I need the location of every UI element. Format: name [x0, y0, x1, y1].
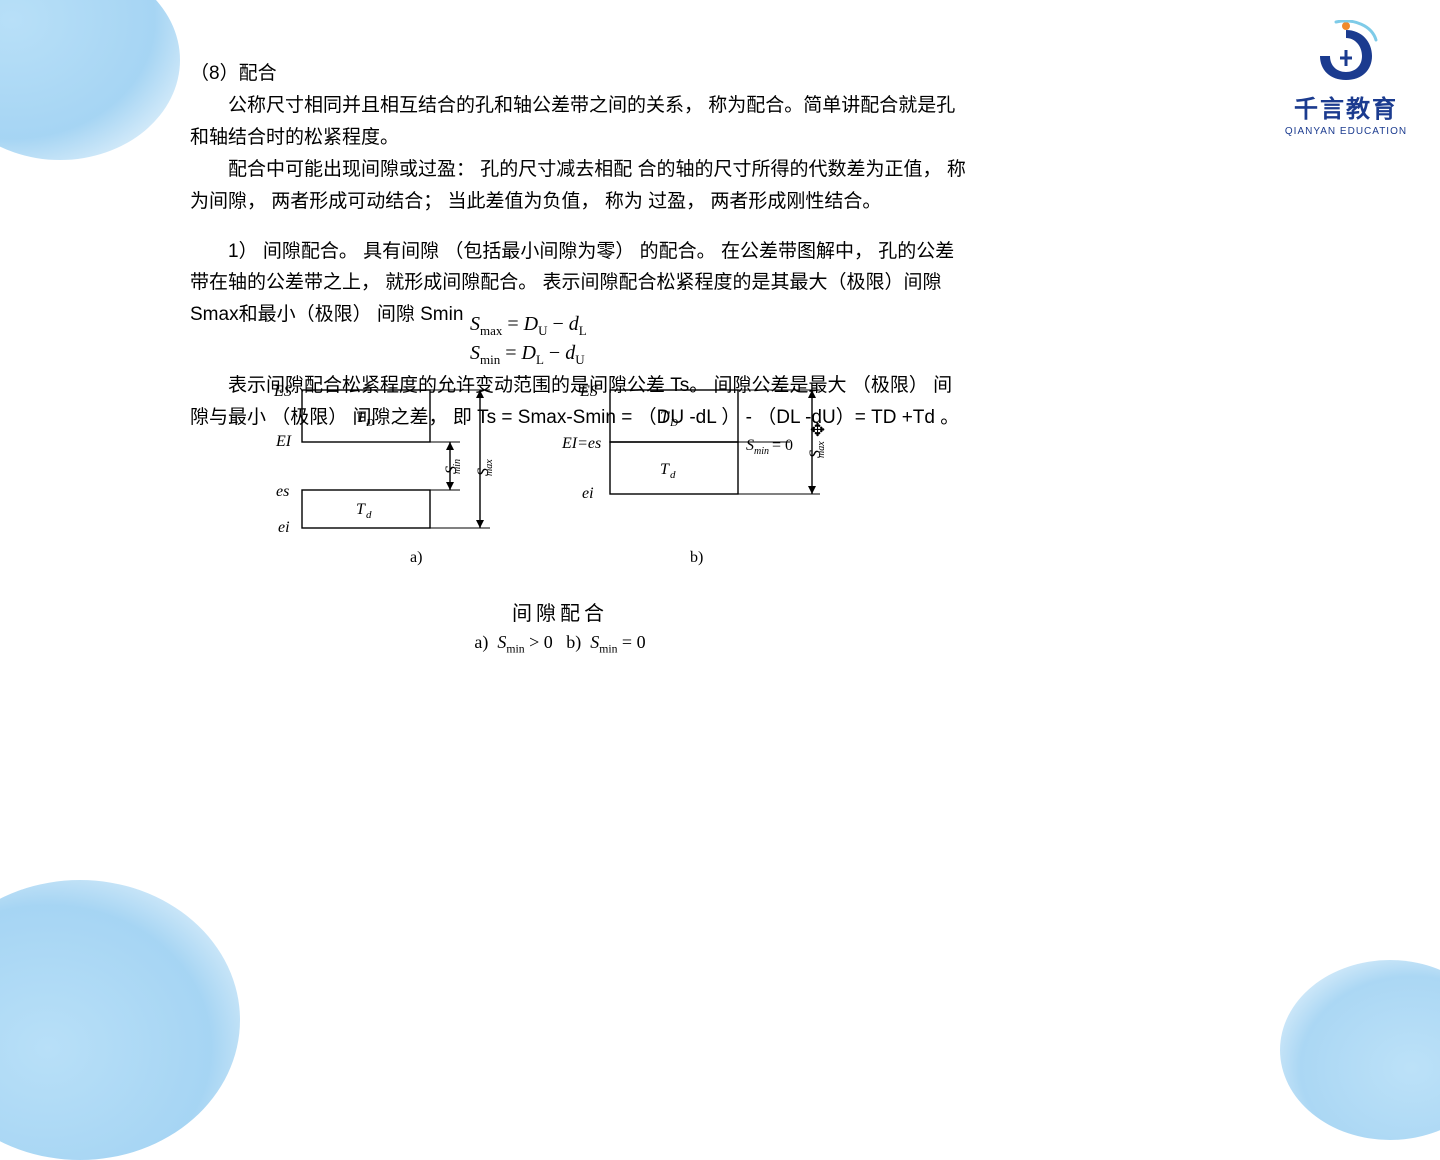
paragraph-1: 公称尺寸相同并且相互结合的孔和轴公差带之间的关系， 称为配合。简单讲配合就是孔和…: [190, 90, 970, 154]
logo-mark-icon: [1306, 20, 1386, 82]
svg-text:min: min: [754, 446, 769, 457]
heading-item-8: （8）配合: [190, 58, 970, 90]
svg-text:T: T: [660, 461, 670, 478]
svg-text:D: D: [365, 417, 374, 429]
clearance-fit-diagram: TD Td ES EI es ei S min S max: [260, 380, 860, 656]
svg-text:max: max: [484, 459, 495, 476]
svg-text:ei: ei: [278, 519, 290, 536]
svg-text:T: T: [356, 501, 366, 518]
svg-text:ES: ES: [579, 383, 598, 400]
svg-text:EI=es: EI=es: [561, 435, 601, 452]
svg-text:D: D: [669, 417, 678, 429]
brand-logo: 千言教育 QIANYAN EDUCATION: [1272, 20, 1420, 137]
move-cursor-icon: ✥: [810, 420, 825, 441]
logo-subtitle: QIANYAN EDUCATION: [1272, 126, 1420, 137]
svg-text:max: max: [816, 441, 827, 458]
formula-smax: Smax = DU − dL: [470, 311, 970, 340]
diagram-caption: 间隙配合: [260, 597, 860, 626]
paragraph-2: 配合中可能出现间隙或过盈： 孔的尺寸减去相配 合的轴的尺寸所得的代数差为正值， …: [190, 154, 970, 218]
diagram-svg: TD Td ES EI es ei S min S max: [260, 380, 860, 580]
svg-text:es: es: [276, 483, 289, 500]
svg-text:= 0: = 0: [772, 437, 793, 454]
diagram-subcaption: a) Smin > 0 b) Smin = 0: [260, 632, 860, 656]
formula-smin: Smin = DL − dU: [470, 340, 970, 369]
svg-text:b): b): [690, 549, 703, 566]
svg-text:ES: ES: [273, 383, 292, 400]
logo-name: 千言教育: [1272, 89, 1420, 124]
bg-blob-bottom-left: [0, 880, 240, 1160]
svg-text:T: T: [660, 409, 670, 426]
svg-text:a): a): [410, 549, 422, 566]
svg-text:S: S: [746, 437, 754, 454]
main-text-block: （8）配合 公称尺寸相同并且相互结合的孔和轴公差带之间的关系， 称为配合。简单讲…: [190, 58, 970, 434]
svg-text:EI: EI: [275, 433, 292, 450]
svg-text:d: d: [366, 509, 372, 521]
bg-blob-bottom-right: [1280, 960, 1440, 1140]
svg-text:T: T: [356, 409, 366, 426]
bg-blob-top-left: [0, 0, 180, 160]
svg-text:ei: ei: [582, 485, 594, 502]
svg-text:d: d: [670, 469, 676, 481]
svg-text:min: min: [452, 459, 463, 474]
formula-block: Smax = DU − dL Smin = DL − dU: [470, 311, 970, 368]
